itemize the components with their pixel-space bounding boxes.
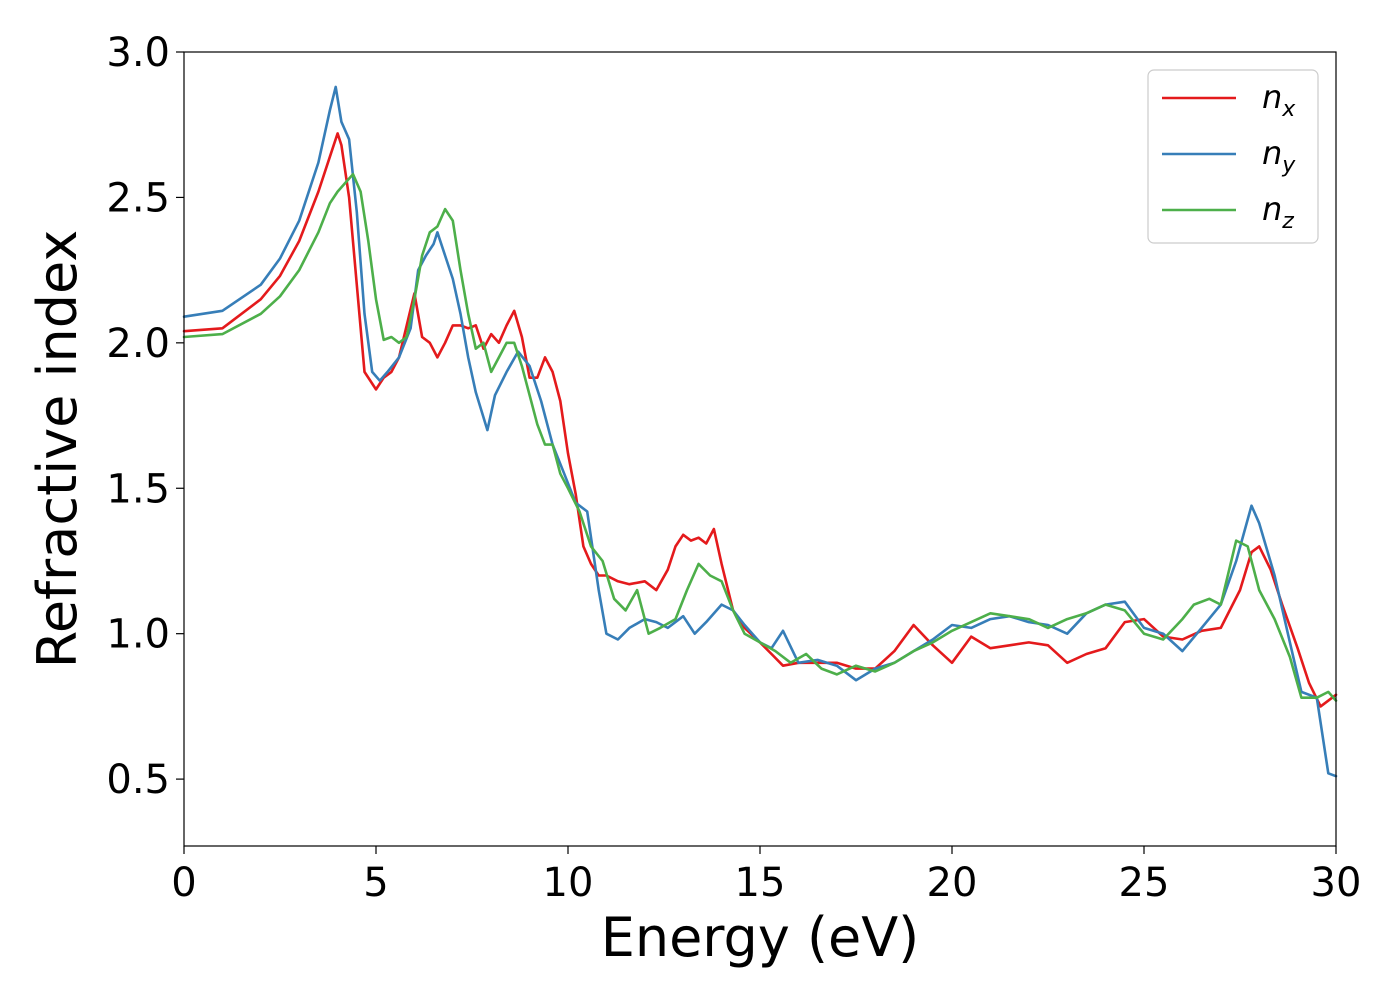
y-tick-label: 1.5	[106, 466, 170, 512]
y-tick-label: 2.5	[106, 175, 170, 221]
x-tick-label: 30	[1311, 860, 1362, 906]
legend-label-nx: nx	[1262, 78, 1296, 122]
legend-box	[1147, 69, 1319, 244]
y-tick-label: 2.0	[106, 321, 170, 367]
y-tick-label: 0.5	[106, 757, 170, 803]
series-line-nx	[182, 132, 1338, 708]
legend-label-nz: nz	[1262, 190, 1294, 234]
y-axis-ticks: 0.5 1.0 1.5 2.0 2.5 3.0	[106, 30, 184, 803]
x-tick-label: 5	[363, 860, 388, 906]
x-tick-label: 20	[927, 860, 978, 906]
x-tick-label: 15	[735, 860, 786, 906]
series-layer	[182, 85, 1338, 778]
y-tick-label: 1.0	[106, 612, 170, 658]
x-tick-label: 10	[543, 860, 594, 906]
x-axis-title: Energy (eV)	[601, 906, 920, 969]
series-line-nz	[182, 172, 1338, 702]
y-tick-label: 3.0	[106, 30, 170, 76]
legend: nx ny nz	[1147, 69, 1319, 244]
series-line-ny	[182, 85, 1338, 778]
legend-label-ny: ny	[1262, 134, 1296, 178]
x-axis-ticks: 0 5 10 15 20 25 30	[171, 846, 1361, 906]
x-tick-label: 0	[171, 860, 196, 906]
x-tick-label: 25	[1119, 860, 1170, 906]
y-axis-title: Refractive index	[26, 230, 89, 669]
